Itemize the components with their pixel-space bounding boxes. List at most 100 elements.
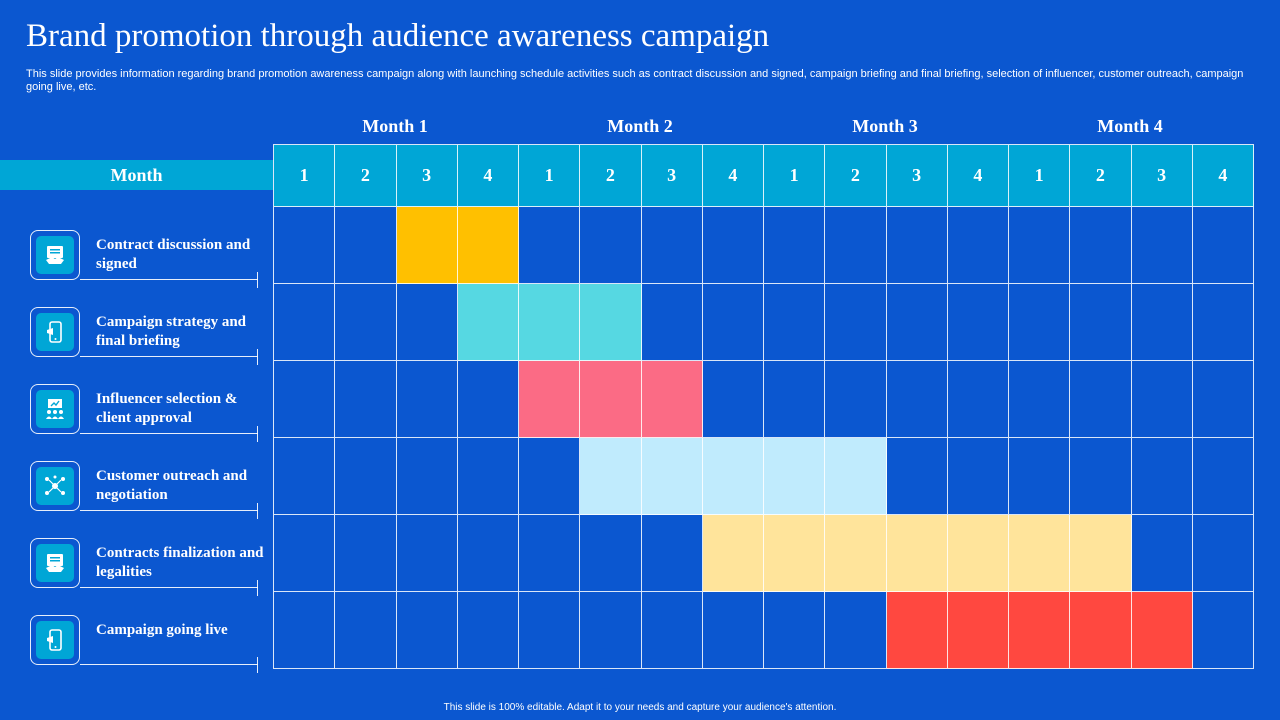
gantt-empty-cell	[274, 361, 336, 438]
gantt-empty-cell	[641, 592, 703, 669]
gantt-empty-cell	[1009, 284, 1071, 361]
gantt-bar-cell	[519, 361, 581, 438]
gantt-empty-cell	[396, 592, 458, 669]
gantt-bar-cell	[1070, 592, 1132, 669]
gantt-bar-cell	[886, 592, 948, 669]
gantt-bar-cell	[702, 438, 764, 515]
task-label: Campaign strategy and final briefing	[96, 314, 247, 349]
week-header-cell: 4	[947, 145, 1009, 207]
gantt-empty-cell	[1192, 438, 1254, 515]
week-header-cell: 2	[1070, 145, 1132, 207]
gantt-empty-cell	[1070, 284, 1132, 361]
task-connector-tick	[257, 580, 258, 596]
gantt-empty-cell	[1131, 515, 1193, 592]
gantt-empty-cell	[580, 207, 642, 284]
task-underline	[80, 356, 258, 357]
phone-megaphone-icon	[36, 621, 74, 659]
gantt-bar-cell	[457, 207, 519, 284]
task-label: Influencer selection & client approval	[96, 391, 238, 426]
gantt-bar-cell	[519, 284, 581, 361]
task-connector-tick	[257, 426, 258, 442]
gantt-empty-cell	[274, 207, 336, 284]
handshake-icon	[36, 544, 74, 582]
week-header-cell: 4	[702, 145, 764, 207]
slide-subtitle: This slide provides information regardin…	[26, 68, 1244, 93]
week-header-cell: 3	[1131, 145, 1193, 207]
task-underline	[80, 510, 258, 511]
gantt-empty-cell	[396, 361, 458, 438]
gantt-empty-cell	[1131, 207, 1193, 284]
week-header-cell: 4	[1192, 145, 1254, 207]
gantt-bar-cell	[1131, 592, 1193, 669]
task-label: Contract discussion and signed	[96, 237, 251, 272]
gantt-empty-cell	[702, 284, 764, 361]
gantt-empty-cell	[457, 515, 519, 592]
week-header-cell: 1	[274, 145, 336, 207]
month-label: Month 1	[362, 116, 428, 136]
presentation-team-icon	[36, 390, 74, 428]
gantt-empty-cell	[641, 207, 703, 284]
gantt-empty-cell	[1009, 438, 1071, 515]
gantt-empty-cell	[641, 515, 703, 592]
week-header-cell: 1	[764, 145, 826, 207]
week-header-cell: 4	[457, 145, 519, 207]
task-connector-tick	[257, 272, 258, 288]
week-header-cell: 3	[641, 145, 703, 207]
gantt-bar-cell	[825, 438, 887, 515]
task-row: Influencer selection & client approval	[30, 384, 258, 442]
gantt-empty-cell	[947, 284, 1009, 361]
task-underline	[80, 664, 258, 665]
gantt-bar-cell	[1009, 592, 1071, 669]
gantt-empty-cell	[1131, 361, 1193, 438]
gantt-bar-cell	[580, 438, 642, 515]
gantt-empty-cell	[396, 284, 458, 361]
task-connector-tick	[257, 657, 258, 673]
slide-title: Brand promotion through audience awarene…	[26, 18, 770, 54]
task-row: Campaign going live	[30, 615, 258, 673]
gantt-empty-cell	[335, 592, 397, 669]
task-row: Contract discussion and signed	[30, 230, 258, 288]
gantt-empty-cell	[274, 438, 336, 515]
gantt-empty-cell	[519, 438, 581, 515]
gantt-empty-cell	[396, 515, 458, 592]
gantt-empty-cell	[702, 207, 764, 284]
gantt-bar-cell	[825, 515, 887, 592]
week-header-cell: 3	[886, 145, 948, 207]
phone-megaphone-icon	[36, 313, 74, 351]
task-connector-tick	[257, 349, 258, 365]
gantt-empty-cell	[1070, 438, 1132, 515]
gantt-empty-cell	[764, 284, 826, 361]
task-label: Customer outreach and negotiation	[96, 468, 248, 503]
gantt-empty-cell	[335, 438, 397, 515]
gantt-empty-cell	[335, 361, 397, 438]
week-header-cell: 1	[519, 145, 581, 207]
gantt-empty-cell	[1070, 361, 1132, 438]
gantt-empty-cell	[1009, 361, 1071, 438]
gantt-empty-cell	[274, 284, 336, 361]
gantt-empty-cell	[947, 438, 1009, 515]
gantt-bar-cell	[702, 515, 764, 592]
handshake-icon	[36, 236, 74, 274]
task-icon-frame	[30, 538, 80, 588]
month-label: Month 4	[1097, 116, 1163, 136]
gantt-empty-cell	[1009, 207, 1071, 284]
gantt-empty-cell	[947, 361, 1009, 438]
task-icon-frame	[30, 230, 80, 280]
gantt-bar-cell	[396, 207, 458, 284]
gantt-empty-cell	[335, 284, 397, 361]
gantt-bar-cell	[457, 284, 519, 361]
gantt-empty-cell	[886, 207, 948, 284]
gantt-empty-cell	[1192, 592, 1254, 669]
task-connector-tick	[257, 503, 258, 519]
week-header-cell: 2	[335, 145, 397, 207]
task-row: Campaign strategy and final briefing	[30, 307, 258, 365]
gantt-empty-cell	[702, 361, 764, 438]
gantt-empty-cell	[457, 592, 519, 669]
gantt-bar-cell	[947, 515, 1009, 592]
task-row: Customer outreach and negotiation	[30, 461, 258, 519]
gantt-bar-cell	[764, 438, 826, 515]
gantt-empty-cell	[947, 207, 1009, 284]
gantt-empty-cell	[335, 515, 397, 592]
gantt-empty-cell	[457, 438, 519, 515]
